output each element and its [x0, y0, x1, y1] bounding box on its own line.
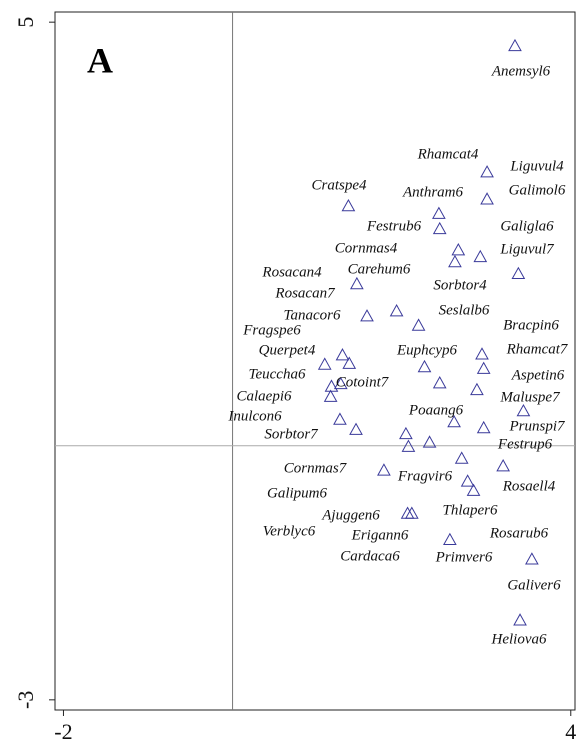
point-label: Rosacan7 [274, 285, 336, 301]
panel-label: A [87, 40, 113, 80]
point-label: Maluspe7 [499, 389, 561, 405]
point-label: Aspetin6 [511, 367, 565, 383]
point-label: Festrup6 [497, 436, 553, 452]
point-label: Sorbtor4 [433, 277, 487, 293]
point-label: Querpet4 [259, 342, 316, 358]
point [513, 613, 527, 626]
point-label: Cornmas4 [335, 240, 398, 256]
point [516, 403, 531, 417]
point [342, 356, 357, 369]
point [349, 422, 363, 435]
x-tick-label: 4 [565, 719, 576, 744]
point-label: Ajuggen6 [321, 507, 380, 523]
point-label: Cotoint7 [336, 374, 390, 390]
point [377, 463, 391, 476]
point-label: Heliova6 [491, 631, 547, 647]
point-label: Teuccha6 [249, 366, 306, 382]
point-label: Euphcyp6 [396, 342, 457, 358]
point-label: Galimol6 [509, 182, 566, 198]
point [400, 506, 415, 519]
plot-frame [54, 11, 576, 711]
point [447, 414, 461, 428]
point-label: Festrub6 [366, 218, 422, 234]
point-label: Verblyc6 [263, 523, 316, 539]
point [443, 532, 457, 546]
point-label: Prunspi7 [508, 418, 566, 434]
point [432, 375, 447, 389]
point [404, 506, 419, 519]
point [476, 361, 491, 374]
point-label: Rhamcat4 [417, 146, 479, 162]
point-label: Rosarub6 [489, 525, 549, 541]
point [389, 303, 404, 317]
point [454, 451, 469, 464]
point-label: Fragspe6 [242, 322, 301, 338]
point-label: Carehum6 [348, 261, 411, 277]
point-label: Anthram6 [402, 184, 464, 200]
point-label: Calaepi6 [237, 388, 292, 404]
point-label: Galipum6 [267, 485, 328, 501]
point-label: Poaang6 [408, 402, 464, 418]
point-label: Galiver6 [507, 577, 561, 593]
point-label: Bracpin6 [503, 317, 559, 333]
point [360, 309, 374, 322]
point [508, 38, 522, 52]
point-label: Sorbtor7 [264, 426, 319, 442]
point [476, 420, 491, 434]
point-label: Galigla6 [500, 218, 554, 234]
point [496, 459, 510, 472]
point-label: Inulcon6 [227, 408, 282, 424]
point [333, 376, 348, 390]
point-label: Cardaca6 [340, 548, 400, 564]
point-label: Fragvir6 [397, 468, 453, 484]
point [432, 221, 447, 235]
point [470, 382, 484, 396]
point [335, 348, 350, 361]
point [466, 483, 481, 496]
point [350, 276, 364, 290]
point [460, 474, 475, 487]
point-label: Primver6 [435, 549, 493, 565]
point [317, 357, 332, 370]
point-label: Rhamcat7 [506, 341, 569, 357]
point [473, 249, 488, 263]
point [341, 198, 356, 212]
point [432, 206, 446, 219]
point-label: Anemsyl6 [491, 63, 551, 79]
point [399, 426, 413, 440]
y-tick-label: -3 [13, 691, 38, 709]
point [451, 243, 466, 256]
point-label: Erigann6 [351, 527, 409, 543]
point-label: Rosacan4 [261, 264, 322, 280]
point [401, 439, 416, 452]
point [480, 192, 494, 205]
point [333, 412, 347, 425]
x-tick-label: -2 [54, 719, 72, 744]
point [323, 389, 338, 402]
point [411, 318, 426, 331]
point-label: Cornmas7 [284, 460, 348, 476]
point [525, 552, 539, 565]
point-label: Rosaell4 [502, 478, 556, 494]
point [511, 266, 526, 280]
point [480, 165, 494, 178]
point-label: Cratspe4 [311, 177, 367, 193]
point-label: Liguvul7 [499, 241, 555, 257]
point [422, 435, 437, 448]
point [448, 254, 462, 268]
y-tick-label: 5 [13, 17, 38, 28]
point-label: Seslalb6 [439, 302, 490, 318]
point-label: Liguvul4 [509, 158, 564, 174]
point-label: Thlaper6 [442, 502, 498, 518]
point-label: Tanacor6 [284, 307, 341, 323]
point [475, 347, 489, 360]
point [417, 359, 432, 373]
